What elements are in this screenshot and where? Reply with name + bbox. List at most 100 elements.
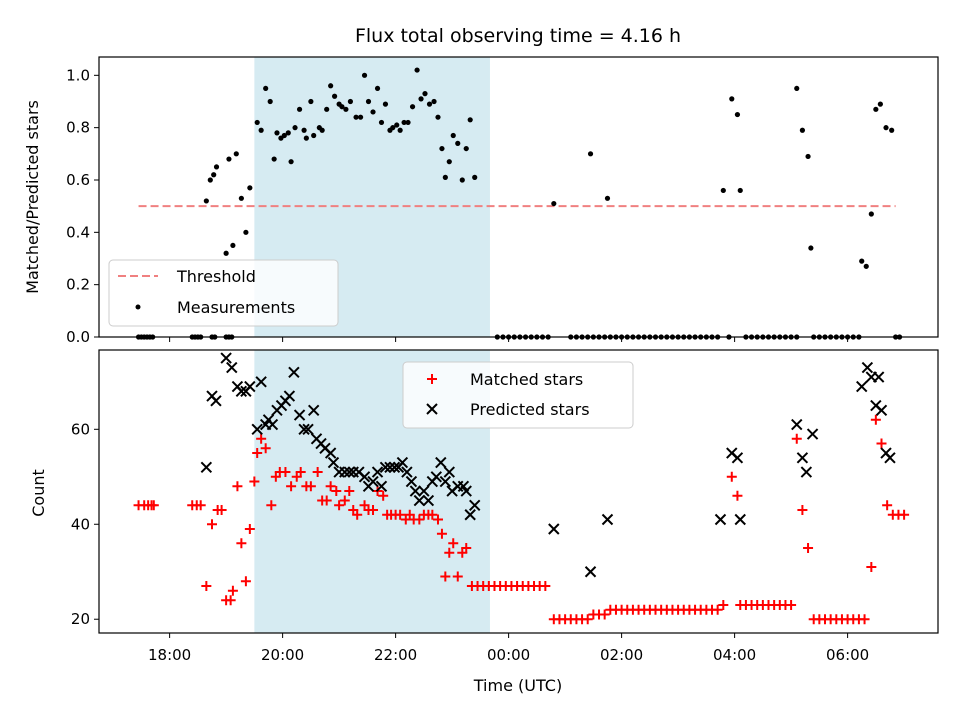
predicted-star-point <box>435 456 447 469</box>
predicted-star-point <box>220 352 232 364</box>
matched-star-point <box>227 585 238 596</box>
x-axis-label: Time (UTC) <box>473 676 562 695</box>
measurement-point <box>414 67 420 73</box>
matched-star-point <box>295 467 306 478</box>
measurement-point <box>238 195 244 201</box>
measurement-point <box>324 106 330 112</box>
x-tick-label: 20:00 <box>261 646 304 664</box>
matched-star-point <box>395 509 406 520</box>
measurement-point <box>331 93 338 99</box>
matched-star-point <box>427 509 438 520</box>
matched-star-point <box>791 433 802 444</box>
measurement-point <box>263 85 269 92</box>
matched-star-point <box>305 481 316 492</box>
measurement-point <box>361 72 368 78</box>
chart-title: Flux total observing time = 4.16 h <box>355 25 681 47</box>
measurement-point <box>442 174 448 180</box>
measurement-point <box>213 164 220 170</box>
matched-star-point <box>325 481 336 492</box>
matched-star-point <box>797 505 808 516</box>
bottom-legend-box <box>402 361 634 429</box>
predicted-star-point <box>255 376 267 388</box>
predicted-star-point <box>409 485 422 497</box>
measurement-point <box>883 125 889 131</box>
matched-star-point <box>216 505 227 516</box>
predicted-star-point <box>439 475 452 488</box>
bottom-x-axis: 18:00 20:00 22:00 00:00 02:00 04:00 06:00 <box>148 633 869 664</box>
measurement-point <box>365 98 372 105</box>
predicted-star-point <box>884 452 896 464</box>
matched-stars-series <box>133 414 910 625</box>
matched-star-point <box>236 538 247 549</box>
y-tick-label: 20 <box>71 610 90 628</box>
matched-star-point <box>440 571 451 582</box>
matched-star-point <box>252 448 263 459</box>
x-tick-label: 22:00 <box>374 646 417 664</box>
measurement-point <box>254 119 260 126</box>
matched-star-point <box>866 561 877 572</box>
measurement-point <box>418 96 424 102</box>
predicted-star-point <box>288 366 300 379</box>
measurement-point <box>734 111 741 118</box>
panel-top: 0.0 0.2 0.4 0.6 0.8 1.0 Matched/Predicted sta… <box>23 56 939 346</box>
predicted-star-point <box>430 471 443 483</box>
measurement-point <box>472 174 478 180</box>
measurement-point <box>439 145 445 152</box>
predicted-star-point <box>343 466 355 478</box>
predicted-star-point <box>548 523 560 535</box>
top-y-axis: 0.0 0.2 0.4 0.6 0.8 1.0 <box>66 66 99 346</box>
predicted-star-point <box>371 466 384 478</box>
matched-star-point <box>331 486 342 497</box>
predicted-star-point <box>601 513 614 526</box>
measurement-point <box>401 119 407 126</box>
matched-star-point <box>599 609 610 620</box>
measurement-point <box>390 125 396 131</box>
bottom-y-axis: 20 40 60 <box>71 420 99 628</box>
predicted-star-point <box>872 371 885 383</box>
matched-star-point <box>540 580 551 591</box>
y-tick-label: 60 <box>71 420 90 438</box>
predicted-star-point <box>413 494 426 507</box>
matched-star-point <box>368 505 379 516</box>
matched-star-point <box>414 514 425 525</box>
predicted-star-point <box>298 423 310 436</box>
matched-star-point <box>718 599 729 610</box>
measurement-point <box>285 130 291 136</box>
bottom-y-axis-label: Count <box>29 469 48 517</box>
legend-measurements-swatch <box>135 304 141 310</box>
x-tick-label: 06:00 <box>826 646 869 664</box>
measurement-point <box>247 185 253 191</box>
measurement-point <box>223 250 229 256</box>
measurement-point <box>267 98 273 105</box>
matched-star-point <box>244 524 255 535</box>
measurement-point <box>357 114 364 120</box>
matched-star-point <box>448 538 459 549</box>
matched-star-point <box>732 490 743 501</box>
measurement-point <box>328 83 334 89</box>
measurement-point <box>889 127 895 133</box>
predicted-star-point <box>307 404 320 417</box>
matched-star-point <box>436 528 447 539</box>
measurement-point <box>422 91 428 97</box>
y-tick-label: 1.0 <box>66 66 90 84</box>
predicted-star-point <box>791 418 803 431</box>
matched-star-point <box>195 500 206 511</box>
measurement-point <box>394 122 400 128</box>
predicted-star-point <box>266 418 279 431</box>
measurement-point <box>243 229 249 235</box>
matched-star-point <box>461 543 472 554</box>
measurement-point <box>319 127 325 133</box>
measurement-point <box>720 187 726 194</box>
matched-star-point <box>249 476 260 487</box>
measurement-point <box>271 156 277 162</box>
x-tick-label: 00:00 <box>487 646 530 664</box>
matched-star-point <box>260 443 271 454</box>
measurement-point <box>347 98 354 105</box>
measurement-point <box>450 132 456 139</box>
predicted-star-point <box>856 380 868 393</box>
matched-star-point <box>286 481 297 492</box>
top-x-ticks <box>169 337 849 342</box>
measurement-point <box>463 145 469 152</box>
measurement-point <box>873 106 879 112</box>
